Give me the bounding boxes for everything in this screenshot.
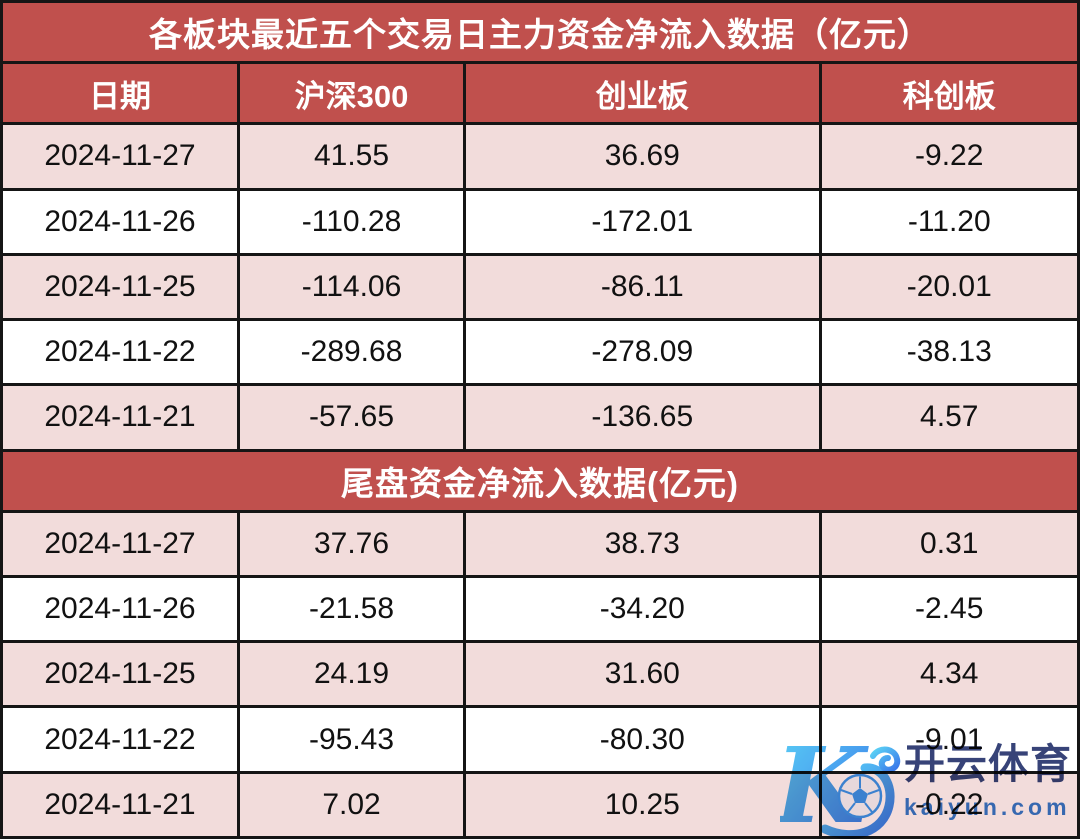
value-cell: 7.02	[236, 770, 467, 839]
column-header-date: 日期	[0, 61, 240, 126]
value-cell: -136.65	[463, 383, 822, 452]
section1-title-row: 各板块最近五个交易日主力资金净流入数据（亿元）	[0, 0, 1080, 65]
date-cell: 2024-11-22	[0, 318, 240, 387]
value-cell: -86.11	[463, 252, 822, 322]
date-cell: 2024-11-25	[0, 640, 240, 709]
section2-body: 2024-11-27 37.76 38.73 0.31 2024-11-26 -21.58…	[0, 509, 1080, 839]
table-row: 2024-11-21 7.02 10.25 -0.22	[0, 770, 1080, 839]
section2-title: 尾盘资金净流入数据(亿元)	[0, 448, 1080, 513]
value-cell: -9.01	[818, 705, 1080, 774]
column-header-hs300: 沪深300	[236, 61, 467, 126]
value-cell: -34.20	[463, 574, 822, 644]
value-cell: -38.13	[818, 318, 1080, 387]
section1-body: 2024-11-27 41.55 36.69 -9.22 2024-11-26 -110.…	[0, 122, 1080, 452]
date-cell: 2024-11-25	[0, 252, 240, 322]
column-header-chinext: 创业板	[463, 61, 822, 126]
date-cell: 2024-11-21	[0, 770, 240, 839]
date-cell: 2024-11-27	[0, 122, 240, 191]
column-header-star-market: 科创板	[818, 61, 1080, 126]
value-cell: 38.73	[463, 509, 822, 578]
table-row: 2024-11-21 -57.65 -136.65 4.57	[0, 383, 1080, 452]
value-cell: -57.65	[236, 383, 467, 452]
value-cell: -9.22	[818, 122, 1080, 191]
value-cell: 31.60	[463, 640, 822, 709]
table-row: 2024-11-22 -289.68 -278.09 -38.13	[0, 318, 1080, 387]
table-row: 2024-11-27 41.55 36.69 -9.22	[0, 122, 1080, 191]
column-header-row: 日期 沪深300 创业板 科创板	[0, 61, 1080, 126]
value-cell: 24.19	[236, 640, 467, 709]
table-row: 2024-11-26 -110.28 -172.01 -11.20	[0, 187, 1080, 256]
date-cell: 2024-11-21	[0, 383, 240, 452]
value-cell: 36.69	[463, 122, 822, 191]
value-cell: 0.31	[818, 509, 1080, 578]
value-cell: 41.55	[236, 122, 467, 191]
table-row: 2024-11-27 37.76 38.73 0.31	[0, 509, 1080, 578]
date-cell: 2024-11-26	[0, 574, 240, 644]
table-row: 2024-11-22 -95.43 -80.30 -9.01	[0, 705, 1080, 774]
value-cell: -20.01	[818, 252, 1080, 322]
value-cell: 10.25	[463, 770, 822, 839]
date-cell: 2024-11-27	[0, 509, 240, 578]
table-row: 2024-11-25 24.19 31.60 4.34	[0, 640, 1080, 709]
value-cell: -80.30	[463, 705, 822, 774]
value-cell: -110.28	[236, 187, 467, 256]
value-cell: -114.06	[236, 252, 467, 322]
value-cell: 37.76	[236, 509, 467, 578]
value-cell: 4.57	[818, 383, 1080, 452]
value-cell: -0.22	[818, 770, 1080, 839]
value-cell: 4.34	[818, 640, 1080, 709]
value-cell: -11.20	[818, 187, 1080, 256]
table-row: 2024-11-26 -21.58 -34.20 -2.45	[0, 574, 1080, 644]
date-cell: 2024-11-22	[0, 705, 240, 774]
value-cell: -289.68	[236, 318, 467, 387]
value-cell: -278.09	[463, 318, 822, 387]
table-row: 2024-11-25 -114.06 -86.11 -20.01	[0, 252, 1080, 322]
section1-title: 各板块最近五个交易日主力资金净流入数据（亿元）	[0, 0, 1080, 65]
value-cell: -172.01	[463, 187, 822, 256]
section2-title-row: 尾盘资金净流入数据(亿元)	[0, 448, 1080, 513]
date-cell: 2024-11-26	[0, 187, 240, 256]
value-cell: -2.45	[818, 574, 1080, 644]
value-cell: -95.43	[236, 705, 467, 774]
value-cell: -21.58	[236, 574, 467, 644]
